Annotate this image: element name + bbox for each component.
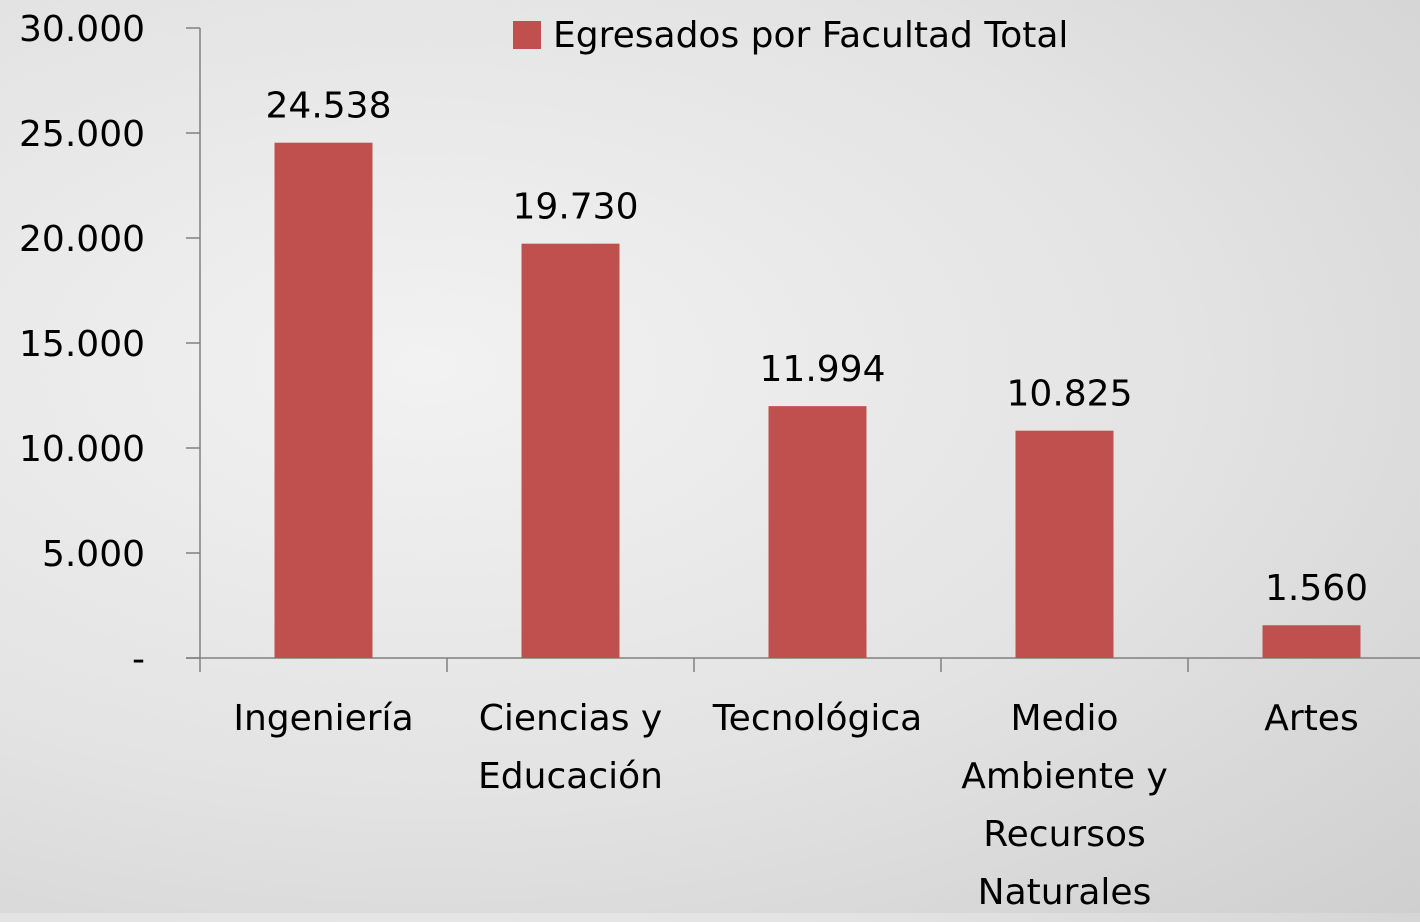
bar <box>275 143 373 658</box>
x-tick-label: Tecnológica <box>698 690 938 748</box>
bar <box>522 244 620 658</box>
bar <box>1263 625 1361 658</box>
y-tick-label: 10.000 <box>19 429 145 470</box>
data-label: 1.560 <box>1265 568 1368 609</box>
bar <box>1016 431 1114 658</box>
y-tick-label: 5.000 <box>42 534 145 575</box>
legend-swatch <box>513 21 541 49</box>
y-tick-label: 30.000 <box>19 9 145 50</box>
y-tick-label: - <box>132 639 145 680</box>
data-label: 11.994 <box>760 349 886 390</box>
y-tick-label: 20.000 <box>19 219 145 260</box>
x-tick-label: Ingeniería <box>204 690 444 748</box>
x-tick-label: Ciencias y Educación <box>451 690 691 806</box>
y-tick-label: 25.000 <box>19 114 145 155</box>
x-tick-label: Artes <box>1192 690 1420 748</box>
data-label: 24.538 <box>266 86 392 127</box>
legend-label: Egresados por Facultad Total <box>553 15 1068 56</box>
y-tick-label: 15.000 <box>19 324 145 365</box>
data-label: 10.825 <box>1007 374 1133 415</box>
x-tick-label: Medio Ambiente y Recursos Naturales <box>945 690 1185 922</box>
bar <box>769 406 867 658</box>
data-label: 19.730 <box>513 187 639 228</box>
